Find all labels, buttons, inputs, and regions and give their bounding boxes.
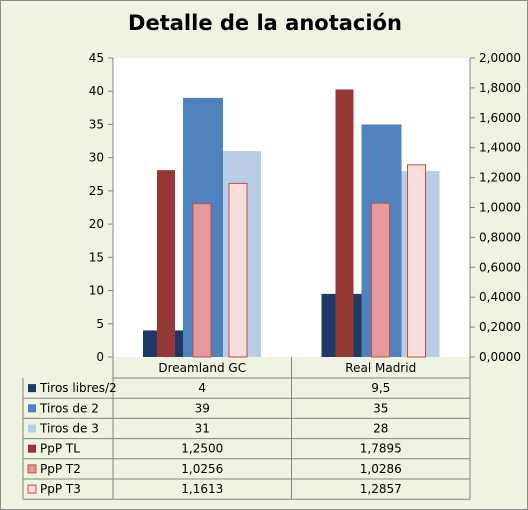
- y-left-tick-label: 30: [89, 151, 104, 165]
- data-label: 31: [195, 422, 210, 436]
- legend-key-ppp-tl: [28, 444, 36, 453]
- data-label: 39: [195, 401, 210, 415]
- legend-label: Tiros libres/2: [39, 381, 117, 395]
- y-right-tick-label: 0,0000: [479, 350, 521, 364]
- y-right-tick-label: 1,0000: [479, 201, 521, 215]
- legend-label: Tiros de 2: [39, 401, 99, 415]
- legend-key-tiros-de-2: [28, 404, 36, 413]
- bar-ppp-t2-1: [192, 203, 212, 358]
- y-right-tick-label: 1,4000: [479, 141, 521, 155]
- legend-label: PpP TL: [40, 442, 80, 456]
- legend-key-tiros-libres-2: [28, 384, 36, 393]
- category-label-2: Real Madrid: [345, 361, 416, 375]
- y-left-tick-label: 40: [89, 84, 104, 98]
- y-right-tick-label: 0,4000: [479, 290, 521, 304]
- bar-ppp-t3-1: [228, 182, 248, 358]
- y-right-tick-label: 0,2000: [479, 320, 521, 334]
- bar-ppp-tl-1: [157, 170, 175, 357]
- y-right-tick-label: 1,8000: [479, 81, 521, 95]
- legend-label: Tiros de 3: [39, 422, 99, 436]
- chart-title: Detalle de la anotación: [128, 11, 402, 35]
- legend-label: PpP T2: [40, 462, 81, 476]
- legend-key-ppp-t3: [27, 484, 37, 494]
- legend-label: PpP T3: [40, 482, 81, 496]
- data-label: 35: [373, 401, 388, 415]
- bar-ppp-tl-2: [335, 89, 354, 357]
- y-left-tick-label: 5: [96, 317, 104, 331]
- legend-key-tiros-de-3: [28, 424, 36, 433]
- y-right-tick-label: 1,2000: [479, 171, 521, 185]
- bar-ppp-t2-2: [371, 202, 390, 358]
- y-left-tick-label: 35: [89, 117, 104, 131]
- data-label: 28: [373, 422, 388, 436]
- data-label: 1,7895: [360, 442, 402, 456]
- data-label: 1,0286: [360, 462, 402, 476]
- data-label: 9,5: [371, 381, 390, 395]
- y-right-tick-label: 0,8000: [479, 230, 521, 244]
- legend-key-ppp-t2: [27, 464, 37, 474]
- y-right-tick-label: 0,6000: [479, 260, 521, 274]
- y-right-tick-label: 1,6000: [479, 111, 521, 125]
- data-label: 1,1613: [181, 482, 223, 496]
- data-label: 4: [198, 381, 206, 395]
- y-left-tick-label: 20: [89, 217, 104, 231]
- y-left-tick-label: 15: [89, 250, 104, 264]
- y-left-tick-label: 0: [96, 350, 104, 364]
- data-label: 1,2857: [360, 482, 402, 496]
- y-left-tick-label: 25: [89, 184, 104, 198]
- data-label: 1,2500: [181, 442, 223, 456]
- data-label: 1,0256: [181, 462, 223, 476]
- y-left-tick-label: 10: [89, 284, 104, 298]
- bar-ppp-t3-2: [407, 164, 426, 358]
- y-right-tick-label: 2,0000: [479, 51, 521, 65]
- y-left-tick-label: 45: [89, 51, 104, 65]
- category-label-1: Dreamland GC: [158, 361, 246, 375]
